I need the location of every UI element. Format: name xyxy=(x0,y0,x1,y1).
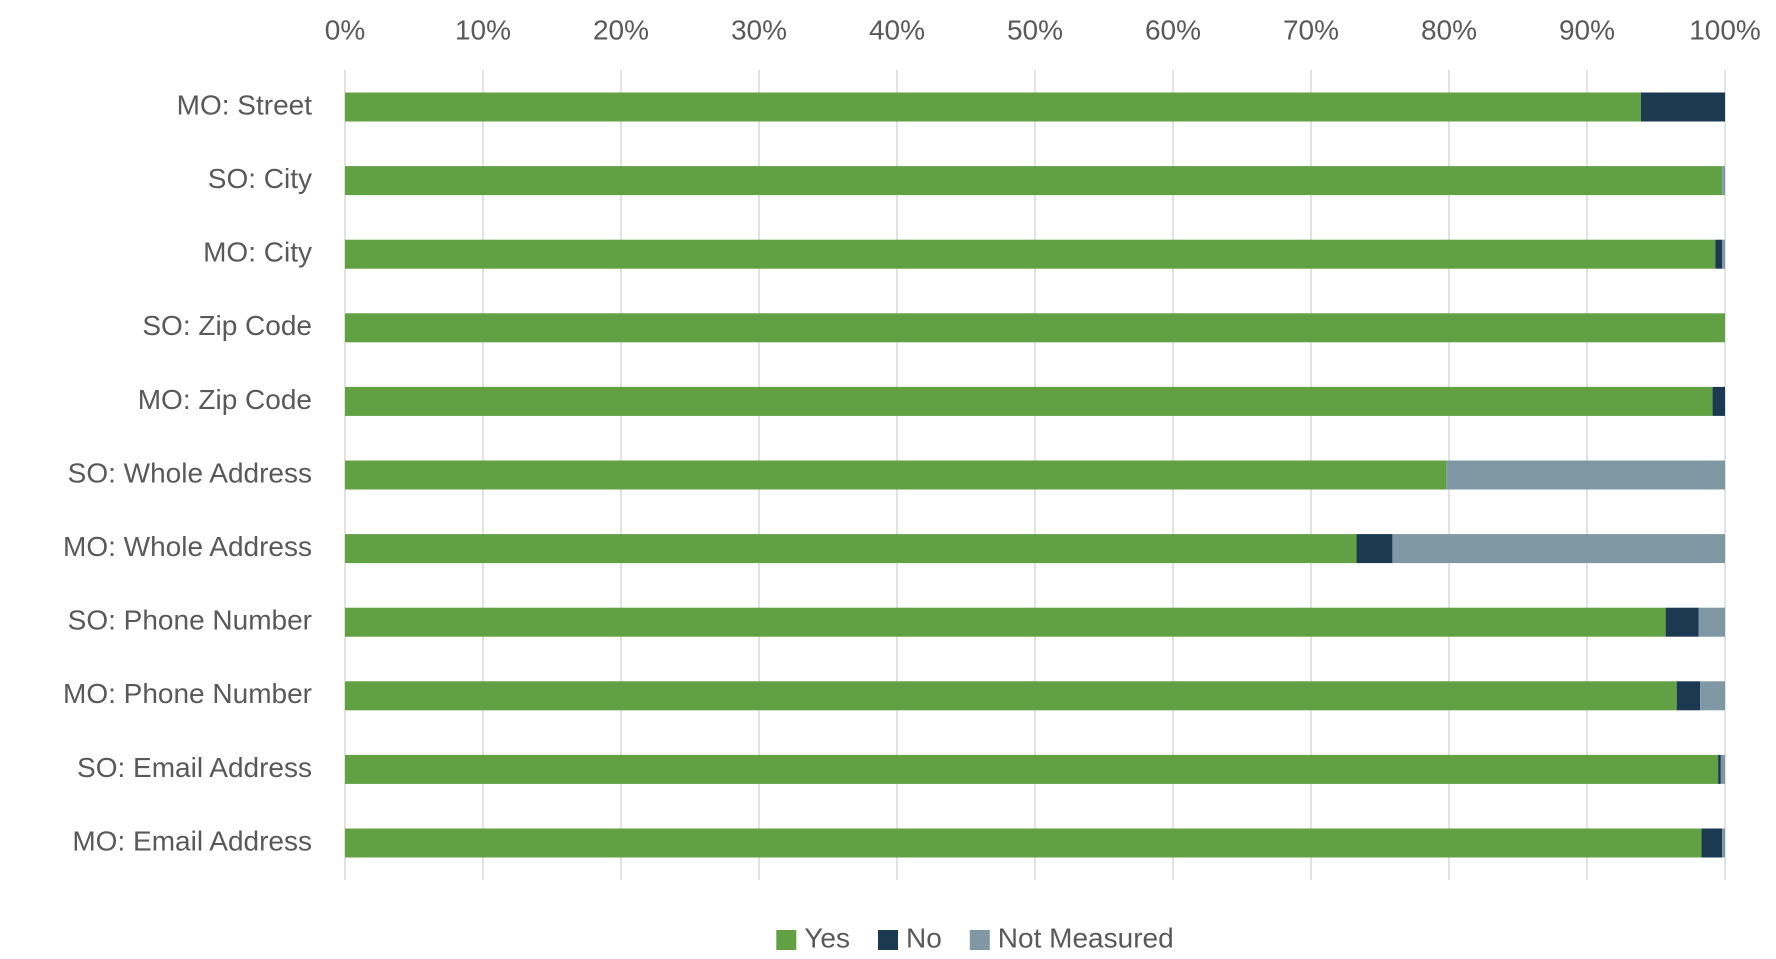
category-label: SO: Zip Code xyxy=(142,310,312,341)
category-label: SO: Email Address xyxy=(77,752,312,783)
legend-label: No xyxy=(906,922,942,953)
bar-segment-yes xyxy=(345,754,1719,784)
bar-segment-no xyxy=(1715,239,1723,269)
x-tick-label: 30% xyxy=(731,14,787,45)
bar-segment-not-measured xyxy=(1722,828,1725,858)
x-tick-label: 40% xyxy=(869,14,925,45)
bar-segment-not-measured xyxy=(1698,607,1725,637)
bar-segment-not-measured xyxy=(1700,681,1725,711)
legend-swatch xyxy=(776,930,797,950)
legend-swatch xyxy=(878,930,899,950)
legend-label: Not Measured xyxy=(998,922,1174,953)
bar-segment-yes xyxy=(345,460,1447,490)
x-tick-label: 20% xyxy=(593,14,649,45)
x-tick-label: 60% xyxy=(1145,14,1201,45)
bar-segment-yes xyxy=(345,166,1723,196)
x-tick-label: 50% xyxy=(1007,14,1063,45)
bar-segment-no xyxy=(1712,386,1725,416)
legend-item: Not Measured xyxy=(969,922,1174,953)
bar-segment-yes xyxy=(345,313,1725,343)
bar-segment-yes xyxy=(345,386,1713,416)
bar-segment-not-measured xyxy=(1446,460,1725,490)
category-label: MO: City xyxy=(203,237,312,268)
category-label: MO: Street xyxy=(177,89,313,120)
bar-segment-not-measured xyxy=(1722,166,1725,196)
legend-item: No xyxy=(878,922,942,953)
bar-segment-no xyxy=(1676,681,1701,711)
bar-segment-yes xyxy=(345,607,1666,637)
category-label: SO: Whole Address xyxy=(68,457,312,488)
bars xyxy=(345,92,1725,858)
bar-segment-no xyxy=(1356,534,1393,564)
x-tick-label: 90% xyxy=(1559,14,1615,45)
x-tick-label: 0% xyxy=(325,14,365,45)
x-tick-label: 100% xyxy=(1689,14,1761,45)
bar-segment-not-measured xyxy=(1720,754,1725,784)
bar-segment-yes xyxy=(345,828,1702,858)
bar-segment-yes xyxy=(345,681,1677,711)
legend-swatch xyxy=(969,930,990,950)
bar-segment-yes xyxy=(345,92,1641,122)
category-label: MO: Phone Number xyxy=(63,678,312,709)
category-label: SO: Phone Number xyxy=(68,605,312,636)
legend-label: Yes xyxy=(804,922,850,953)
bar-segment-no xyxy=(1701,828,1723,858)
bar-segment-no xyxy=(1718,754,1721,784)
category-label: MO: Zip Code xyxy=(138,384,312,415)
bar-segment-not-measured xyxy=(1392,534,1725,564)
bar-segment-no xyxy=(1665,607,1699,637)
bar-segment-no xyxy=(1640,92,1725,122)
bar-segment-yes xyxy=(345,239,1716,269)
category-label: MO: Whole Address xyxy=(63,531,312,562)
legend-item: Yes xyxy=(776,922,850,953)
bar-segment-not-measured xyxy=(1722,239,1725,269)
category-label: MO: Email Address xyxy=(72,825,312,856)
x-tick-label: 70% xyxy=(1283,14,1339,45)
category-label: SO: City xyxy=(208,163,312,194)
bar-segment-yes xyxy=(345,534,1357,564)
x-tick-label: 10% xyxy=(455,14,511,45)
legend: Yes No Not Measured xyxy=(776,922,1174,953)
x-axis-ticks: 0% 10% 20% 30% 40% 50% 60% 70% 80% 90% 100% xyxy=(325,14,1761,45)
x-tick-label: 80% xyxy=(1421,14,1477,45)
y-axis-categories: MO: Street SO: City MO: City SO: Zip Code MO… xyxy=(63,89,312,856)
